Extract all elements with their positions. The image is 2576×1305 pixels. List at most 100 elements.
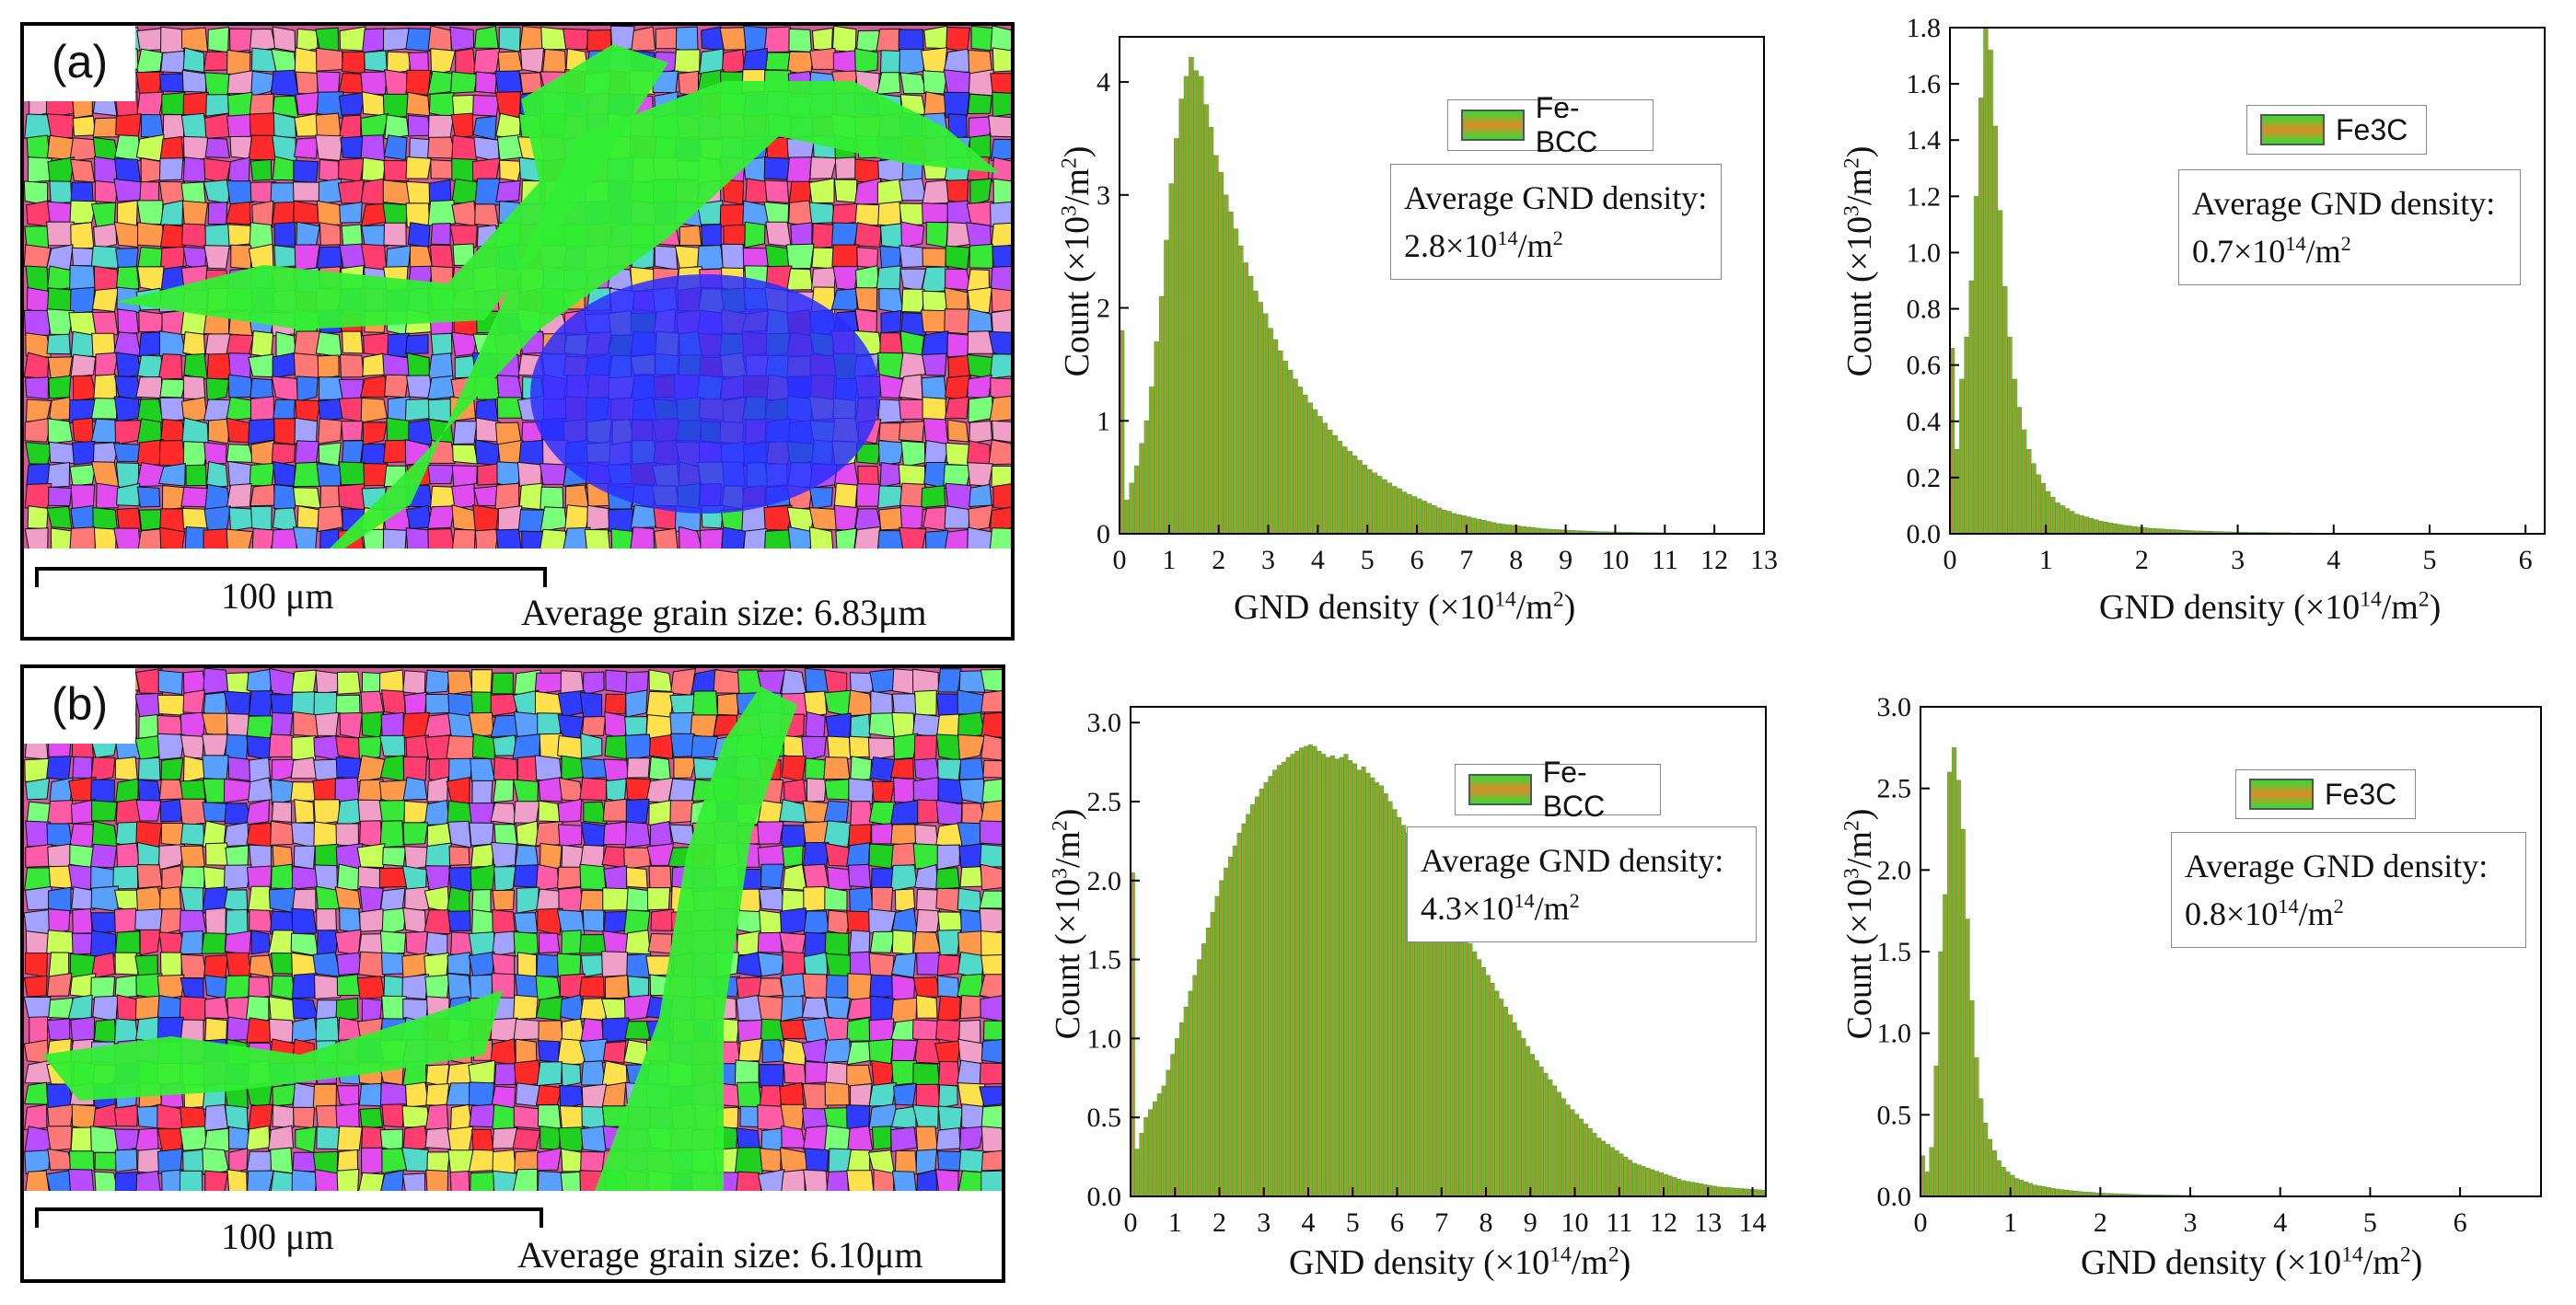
grain	[47, 908, 71, 936]
histogram-bar	[1511, 525, 1516, 535]
grain	[867, 737, 895, 761]
grain	[249, 158, 273, 181]
grain	[223, 864, 252, 890]
grain	[871, 823, 895, 845]
grain	[270, 69, 299, 97]
grain	[988, 330, 1011, 359]
grain	[316, 47, 343, 72]
grain	[958, 757, 984, 780]
histogram-bar	[1183, 1006, 1189, 1197]
grain	[989, 395, 1011, 422]
grain	[116, 842, 141, 869]
histogram-bar	[1197, 959, 1202, 1197]
histogram-bar	[1258, 302, 1264, 535]
grain	[378, 867, 408, 888]
grain	[408, 52, 430, 73]
grain	[679, 525, 702, 549]
grain	[734, 1147, 763, 1175]
histogram-bar	[1376, 476, 1383, 535]
grain	[586, 504, 610, 531]
grain	[936, 929, 962, 956]
grain	[538, 777, 563, 803]
histogram-bar	[1272, 339, 1279, 535]
histogram-bar	[1450, 911, 1456, 1197]
grain	[246, 1150, 273, 1174]
grain	[991, 465, 1011, 489]
grain	[944, 528, 969, 549]
grain	[877, 485, 903, 509]
histogram-bar	[1520, 525, 1526, 535]
grain	[854, 48, 879, 74]
grain	[135, 799, 162, 822]
grain	[362, 28, 387, 53]
histogram-bar	[1426, 502, 1433, 535]
grain	[291, 735, 317, 761]
grain	[668, 778, 695, 804]
grain	[272, 460, 296, 487]
grain	[759, 909, 783, 934]
grain	[115, 798, 141, 826]
grain	[991, 420, 1011, 443]
grain	[563, 526, 591, 549]
grain	[158, 439, 187, 467]
grain	[273, 483, 297, 510]
grain	[361, 711, 384, 738]
histogram-bar	[1357, 460, 1363, 535]
grain	[490, 1017, 518, 1043]
grain	[537, 1170, 563, 1191]
grain	[114, 134, 141, 162]
grain	[249, 756, 272, 783]
grain	[779, 907, 806, 935]
grain	[513, 1018, 540, 1041]
histogram-bar	[1968, 280, 1974, 535]
grain	[491, 672, 514, 695]
grain	[538, 1020, 563, 1044]
grain	[47, 356, 74, 379]
grain	[317, 418, 342, 445]
grain	[968, 396, 994, 423]
grain	[226, 91, 253, 118]
grain	[764, 179, 790, 204]
grain	[890, 824, 919, 847]
grain	[136, 863, 163, 889]
grain	[71, 886, 96, 910]
grain	[70, 181, 94, 203]
grain	[957, 1170, 986, 1191]
histogram-bar	[1526, 526, 1531, 535]
grain	[469, 822, 494, 847]
grain	[493, 756, 518, 783]
grain	[72, 417, 94, 445]
x-tick-label: 13	[1750, 545, 1778, 575]
histogram-bar	[1168, 183, 1175, 535]
grain	[604, 710, 630, 739]
grain	[89, 843, 118, 869]
histogram-bar	[1461, 515, 1467, 535]
grain	[854, 203, 882, 226]
grain	[603, 865, 628, 891]
grain	[992, 483, 1011, 510]
histogram-bar	[1650, 1169, 1655, 1197]
grain	[539, 733, 563, 760]
grain	[248, 844, 273, 869]
histogram-bar	[1149, 387, 1155, 535]
grain	[113, 443, 142, 462]
histogram-bar	[1307, 402, 1313, 535]
histogram-bar	[2036, 474, 2041, 535]
histogram-bar	[1299, 747, 1305, 1197]
grain	[515, 1082, 540, 1107]
grain	[846, 1170, 875, 1191]
grain	[967, 93, 992, 115]
grain	[358, 1172, 385, 1191]
grain	[294, 47, 319, 75]
grain	[48, 397, 73, 422]
grain	[805, 710, 826, 738]
histogram-bar	[1512, 1022, 1517, 1197]
grain	[158, 463, 186, 487]
grain	[914, 689, 937, 716]
y-tick-label: 2	[1097, 294, 1110, 324]
grain	[203, 245, 230, 270]
grain	[891, 693, 919, 717]
grain	[514, 912, 539, 935]
grain	[981, 1126, 1002, 1152]
grain	[24, 527, 49, 549]
